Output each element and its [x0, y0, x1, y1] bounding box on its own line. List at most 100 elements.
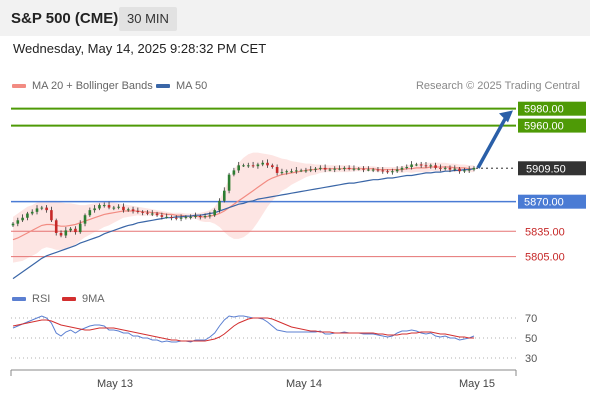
rsi-swatch	[12, 297, 26, 302]
candle-body	[11, 223, 15, 226]
candle-body	[352, 168, 356, 170]
candle-body	[280, 172, 284, 174]
candle-body	[150, 213, 154, 215]
candle-body	[285, 171, 289, 173]
candle-body	[35, 208, 39, 212]
candle-body	[405, 167, 409, 169]
credit-text: Research © 2025 Trading Central	[415, 80, 580, 92]
current-price-label: 5909.50	[526, 163, 566, 175]
candle-body	[467, 169, 471, 171]
candle-body	[141, 211, 144, 213]
candle-body	[136, 210, 140, 212]
legend-rsi-ma: 9MA	[62, 293, 105, 305]
candle-body	[64, 230, 68, 236]
ma20-swatch	[12, 84, 26, 89]
candle-body	[26, 213, 29, 218]
candle-body	[410, 164, 413, 168]
candle-body	[83, 215, 87, 224]
candle-body	[131, 209, 135, 211]
ma50-line	[12, 168, 475, 280]
rsi-tick-label: 30	[525, 353, 537, 365]
candle-body	[443, 167, 447, 169]
candle-body	[102, 205, 106, 207]
candle-body	[165, 216, 168, 218]
candle-body	[74, 228, 77, 233]
level-label-box	[518, 101, 586, 116]
candle-body	[40, 207, 44, 209]
candle-body	[386, 171, 389, 173]
candle-body	[275, 167, 279, 173]
bollinger-band	[13, 152, 474, 263]
candle-body	[69, 228, 72, 231]
forecast-arrow	[476, 114, 509, 169]
candle-body	[295, 170, 298, 172]
candle-body	[395, 169, 399, 172]
page-title: S&P 500 (CME)	[11, 10, 119, 27]
candle-body	[247, 165, 250, 167]
candle-body	[424, 165, 428, 167]
candle-body	[189, 216, 192, 218]
candle-body	[453, 168, 457, 170]
forecast-arrow-head	[499, 110, 513, 123]
candle-body	[439, 167, 442, 169]
candle-body	[463, 170, 466, 172]
rsi-ma-swatch	[62, 297, 76, 302]
candle-body	[376, 169, 380, 171]
level-label: 5835.00	[525, 226, 565, 238]
candle-body	[155, 213, 159, 216]
ma50-swatch	[156, 84, 170, 89]
candle-body	[266, 162, 269, 166]
level-label: 5805.00	[525, 252, 565, 264]
candle-body	[400, 167, 404, 170]
candle-body	[194, 216, 197, 218]
candle-body	[227, 174, 231, 191]
candle-body	[362, 168, 365, 170]
candle-body	[170, 216, 173, 218]
legend-rsi: RSI	[12, 293, 50, 305]
chart-datetime: Wednesday, May 14, 2025 9:28:32 PM CET	[13, 41, 267, 56]
level-label: 5870.00	[524, 197, 564, 209]
candle-body	[179, 217, 183, 219]
candle-body	[21, 217, 24, 221]
candle-body	[16, 220, 20, 224]
rsi-ma-line	[12, 317, 474, 342]
candle-body	[117, 206, 120, 208]
candle-body	[122, 206, 125, 211]
candle-body	[367, 169, 370, 171]
candle-body	[328, 169, 332, 171]
candle-body	[184, 216, 188, 218]
level-label-box	[518, 118, 586, 133]
candle-body	[391, 171, 394, 173]
candle-body	[290, 171, 293, 173]
candle-body	[93, 208, 96, 211]
candle-body	[434, 165, 437, 168]
candle-body	[232, 170, 236, 175]
candle-body	[78, 223, 82, 233]
candle-body	[213, 210, 216, 216]
candle-body	[347, 167, 351, 169]
candle-body	[146, 212, 149, 214]
candle-body	[357, 168, 361, 170]
candle-body	[458, 168, 461, 172]
level-label: 5960.00	[524, 121, 564, 133]
candle-body	[98, 205, 101, 209]
rsi-tick-label: 70	[525, 313, 537, 325]
candle-body	[208, 215, 212, 217]
timeframe-badge[interactable]: 30 MIN	[119, 7, 177, 31]
candle-body	[415, 164, 418, 166]
candle-body	[30, 211, 34, 214]
candle-body	[261, 162, 265, 165]
x-tick-label: May 15	[459, 378, 495, 390]
candle-body	[203, 216, 207, 218]
candle-body	[419, 164, 423, 166]
candle-body	[256, 164, 260, 167]
candle-body	[88, 210, 92, 216]
candle-body	[45, 207, 48, 211]
candle-body	[304, 170, 308, 172]
candle-body	[198, 216, 202, 218]
candle-body	[381, 170, 385, 172]
candle-body	[309, 169, 313, 171]
candle-body	[251, 165, 255, 167]
candle-body	[323, 167, 327, 170]
